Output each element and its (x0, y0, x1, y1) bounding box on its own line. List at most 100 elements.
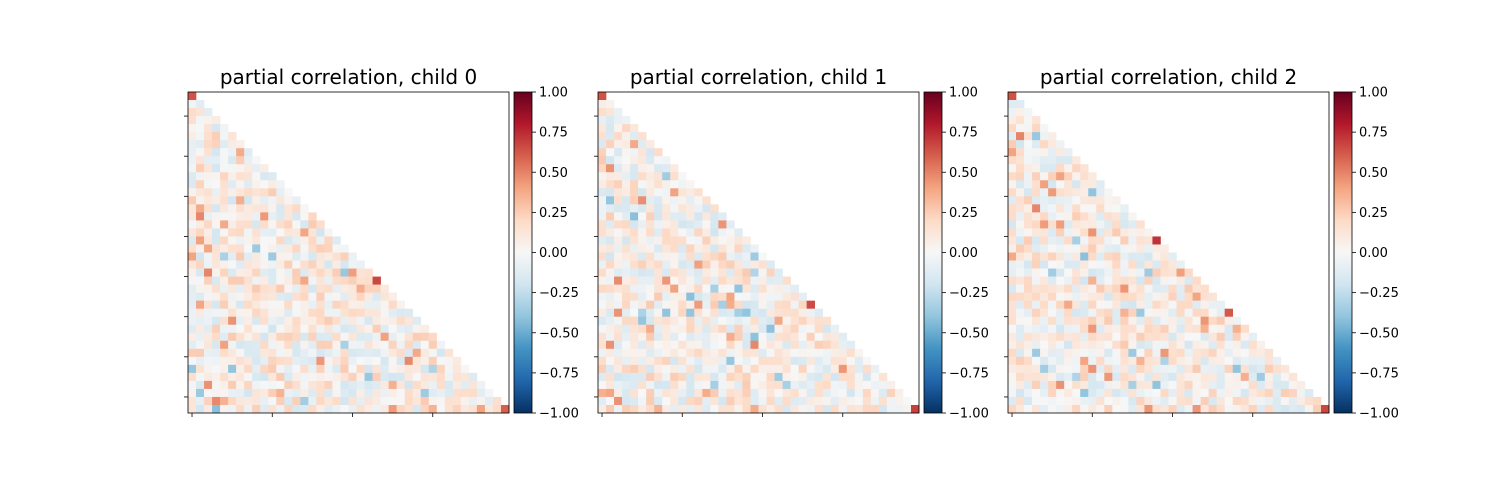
heatmap-cell (734, 356, 743, 366)
heatmap-cell (718, 276, 727, 285)
heatmap-cell (372, 276, 381, 285)
heatmap-cell (1024, 308, 1033, 318)
heatmap-cell (1032, 372, 1041, 382)
heatmap-cell (1112, 348, 1121, 358)
heatmap-cell (212, 228, 221, 237)
heatmap-cell (790, 356, 799, 366)
heatmap-cell (726, 332, 735, 342)
heatmap-cell (1080, 356, 1089, 366)
heatmap-cell (1128, 252, 1137, 261)
heatmap-cell (662, 220, 671, 229)
heatmap-cell (1176, 372, 1185, 382)
heatmap-cell (678, 268, 687, 277)
heatmap-cell (662, 276, 671, 285)
heatmap-cell (1112, 324, 1121, 334)
heatmap-cell (638, 372, 647, 382)
colorbar-tick-label: −0.25 (949, 286, 989, 301)
heatmap-cell (1064, 204, 1073, 213)
heatmap-cell (324, 364, 333, 374)
heatmap-cell (726, 244, 735, 253)
heatmap-cell (452, 364, 462, 374)
heatmap-cell (1088, 212, 1097, 221)
heatmap-cell (790, 332, 799, 342)
heatmap-cell (260, 284, 269, 293)
heatmap-cell (1008, 156, 1017, 165)
heatmap-cell (678, 180, 687, 189)
heatmap-cell (252, 348, 261, 358)
heatmap-cell (1024, 268, 1033, 277)
heatmap-cell (662, 348, 671, 358)
heatmap-cell (324, 348, 333, 358)
heatmap-cell (1128, 228, 1137, 237)
heatmap-cell (284, 300, 293, 309)
heatmap-cell (236, 300, 245, 309)
heatmap-cell (1040, 284, 1049, 293)
heatmap-cell (806, 404, 815, 414)
heatmap-cell (606, 228, 615, 237)
heatmap-cell (654, 212, 663, 221)
heatmap-cell (1120, 220, 1129, 229)
heatmap-cell (196, 124, 205, 133)
heatmap-cell (1200, 348, 1209, 358)
heatmap-cell (662, 388, 671, 398)
heatmap-cell (1072, 188, 1081, 197)
heatmap-cell (300, 220, 309, 229)
heatmap-cell (598, 164, 607, 173)
heatmap-cell (598, 108, 607, 117)
heatmap-cell (324, 332, 333, 342)
heatmap-cell (204, 188, 213, 197)
heatmap-cell (750, 332, 759, 342)
heatmap-cell (1104, 228, 1113, 237)
heatmap-cell (188, 308, 197, 318)
heatmap-cell (244, 284, 253, 293)
heatmap-cell (1072, 388, 1081, 398)
heatmap-cell (1152, 284, 1161, 293)
heatmap-cell (244, 228, 253, 237)
heatmap-cell (228, 404, 237, 414)
heatmap-cell (1264, 404, 1274, 414)
heatmap-cell (622, 244, 631, 253)
heatmap-cell (380, 380, 389, 390)
heatmap-cell (1040, 148, 1049, 157)
heatmap-cell (204, 348, 213, 358)
heatmap-cell (750, 284, 759, 293)
heatmap-cell (252, 284, 261, 293)
heatmap-cell (1144, 228, 1153, 237)
heatmap-cell (404, 388, 414, 398)
heatmap-cell (260, 188, 269, 197)
heatmap-cell (790, 292, 799, 301)
heatmap-cell (1088, 276, 1097, 285)
heatmap-cell (734, 228, 743, 237)
heatmap-cell (678, 388, 687, 398)
heatmap-cell (412, 388, 422, 398)
heatmap-cell (188, 100, 197, 109)
heatmap-cell (356, 380, 365, 390)
heatmap-cell (1096, 388, 1105, 398)
heatmap-cell (228, 388, 237, 398)
heatmap-cell (404, 316, 414, 326)
heatmap-cell (1048, 212, 1057, 221)
heatmap-cell (606, 124, 615, 133)
heatmap-cell (1008, 164, 1017, 173)
heatmap-cell (220, 156, 229, 165)
heatmap-cell (1064, 372, 1073, 382)
heatmap-cell (646, 252, 655, 261)
heatmap-cell (372, 308, 381, 318)
heatmap-cell (1184, 356, 1193, 366)
heatmap-cell (340, 268, 349, 277)
heatmap-cell (606, 276, 615, 285)
heatmap-cell (782, 372, 791, 382)
heatmap-cell (670, 268, 679, 277)
heatmap-cell (1016, 308, 1025, 318)
heatmap-cell (1048, 268, 1057, 277)
heatmap-cell (388, 340, 397, 350)
heatmap-cell (670, 228, 679, 237)
heatmap-cell (356, 300, 365, 309)
heatmap-cell (622, 180, 631, 189)
heatmap-cell (598, 340, 607, 350)
heatmap-cell (348, 260, 357, 269)
heatmap-cell (606, 100, 615, 109)
heatmap-cell (1024, 364, 1033, 374)
heatmap-cell (622, 260, 631, 269)
heatmap-cell (268, 364, 277, 374)
